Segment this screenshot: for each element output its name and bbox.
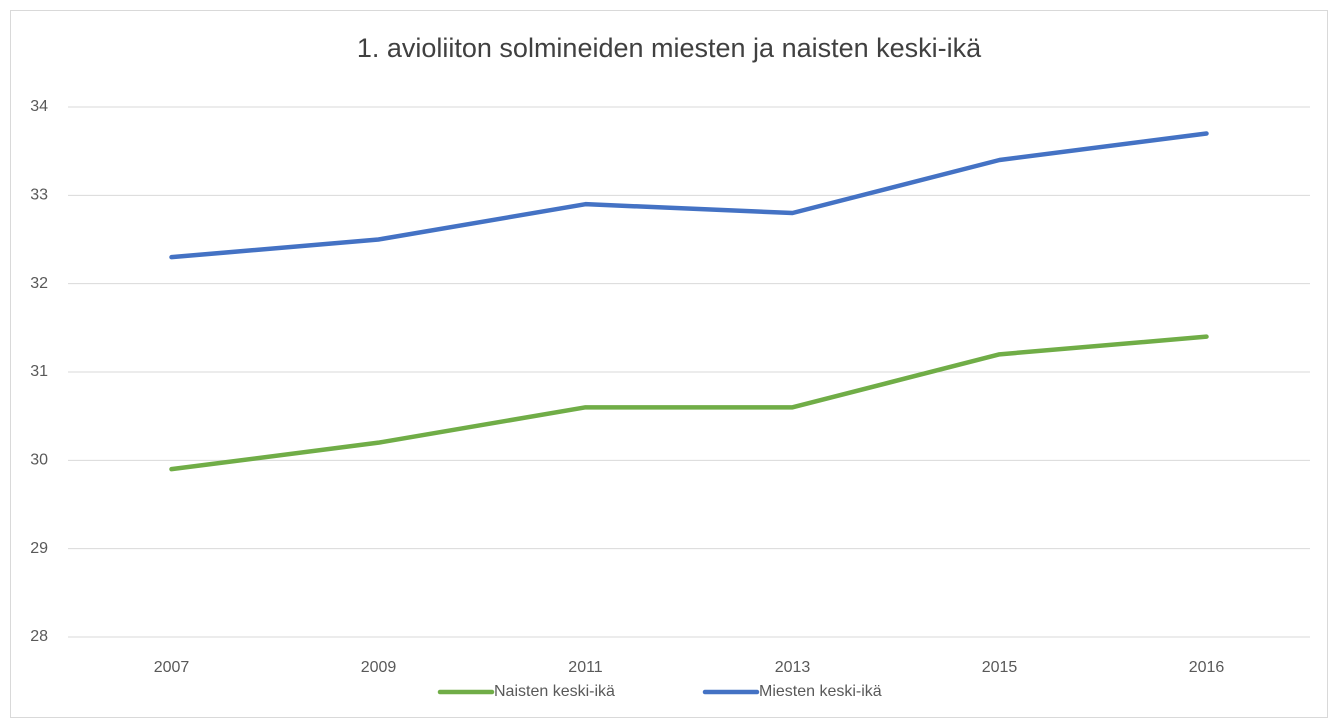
legend-label: Naisten keski-ikä (494, 683, 615, 700)
y-tick-label: 29 (30, 540, 48, 557)
y-tick-label: 28 (30, 628, 48, 645)
chart-border (10, 10, 1328, 718)
y-tick-label: 30 (30, 452, 48, 469)
x-tick-label: 2009 (361, 659, 397, 676)
x-tick-label: 2015 (982, 659, 1018, 676)
y-tick-label: 32 (30, 275, 48, 292)
legend-label: Miesten keski-ikä (759, 683, 882, 700)
line-series (169, 131, 1209, 260)
y-tick-label: 33 (30, 187, 48, 204)
y-tick-label: 34 (30, 98, 48, 115)
y-tick-label: 31 (30, 363, 48, 380)
chart-title: 1. avioliiton solmineiden miesten ja nai… (357, 33, 982, 63)
x-tick-label: 2007 (154, 659, 190, 676)
x-tick-label: 2013 (775, 659, 811, 676)
x-tick-label: 2011 (568, 659, 603, 676)
x-tick-label: 2016 (1189, 659, 1225, 676)
line-series (169, 334, 1209, 472)
